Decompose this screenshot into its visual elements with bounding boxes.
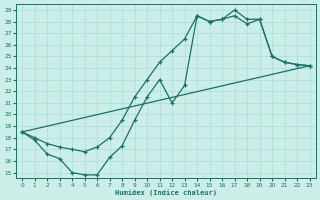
X-axis label: Humidex (Indice chaleur): Humidex (Indice chaleur): [115, 189, 217, 196]
